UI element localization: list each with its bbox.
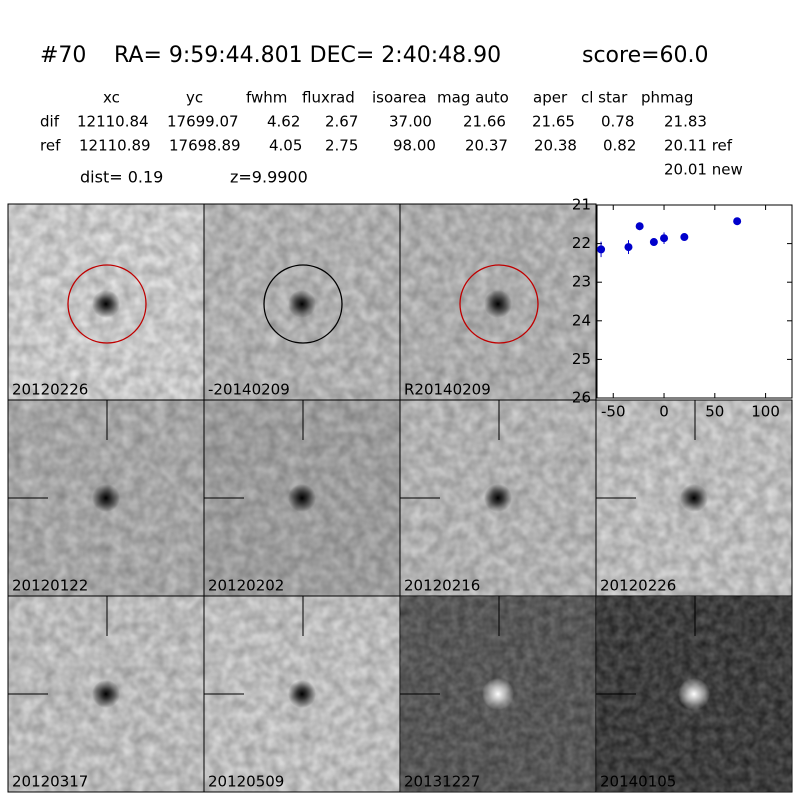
table-cell: 21.66: [463, 113, 506, 131]
source: [680, 484, 708, 512]
thumbnail-label: 20120226: [12, 381, 88, 399]
thumbnail-label: 20120122: [12, 577, 88, 595]
distance: dist= 0.19: [80, 168, 163, 187]
redshift: z=9.9900: [230, 168, 308, 187]
table-cell: 20.38: [534, 137, 577, 155]
row-label: ref: [40, 137, 61, 155]
source: [288, 680, 316, 708]
table-cell: 37.00: [389, 113, 432, 131]
thumbnail-grid: 20120226 -20140209 R20140209 20120122 201202…: [7, 203, 793, 793]
table-cell: 0.82: [603, 137, 636, 155]
table-cell: 4.05: [269, 137, 302, 155]
table-cell: 2.67: [325, 113, 358, 131]
column-header: mag auto: [437, 89, 509, 107]
table-cell: 20.37: [465, 137, 508, 155]
source: [484, 290, 512, 318]
column-header: fwhm: [246, 89, 287, 107]
data-point: [635, 222, 644, 231]
column-header: yc: [186, 89, 203, 107]
column-header: isoarea: [372, 89, 427, 107]
thumbnail-label: 20131227: [404, 773, 480, 791]
table-cell: 2.75: [325, 137, 358, 155]
x-tick-label: 50: [705, 403, 724, 421]
x-tick-label: 0: [659, 403, 669, 421]
table-cell: 98.00: [393, 137, 436, 155]
x-tick-label: 100: [751, 403, 780, 421]
data-point: [680, 233, 689, 242]
source: [92, 290, 120, 318]
source: [92, 680, 120, 708]
x-tick-label: -50: [601, 403, 626, 421]
source: [288, 484, 316, 512]
table-cell: 20.11 ref: [664, 137, 733, 155]
thumbnail-label: 20120216: [404, 577, 480, 595]
data-point: [624, 243, 633, 252]
lightcurve-plot: 21 22 23 24 25 26 -50 0 50 100: [572, 196, 793, 421]
y-tick-label: 21: [572, 196, 591, 214]
table-cell: 12110.84: [77, 113, 149, 131]
source: [484, 484, 512, 512]
table-cell: 21.83: [664, 113, 707, 131]
score: score=60.0: [582, 43, 709, 68]
thumbnail-label: 20140105: [600, 773, 676, 791]
table-cell: 21.65: [532, 113, 575, 131]
row-label: dif: [40, 113, 60, 131]
source: [678, 678, 710, 710]
table-cell: 17698.89: [169, 137, 241, 155]
coordinates: RA= 9:59:44.801 DEC= 2:40:48.90: [114, 43, 501, 68]
source: [288, 290, 316, 318]
column-header: cl star: [581, 89, 628, 107]
thumbnail-label: -20140209: [208, 381, 290, 399]
column-header: fluxrad: [302, 89, 355, 107]
source: [482, 678, 514, 710]
y-tick-label: 24: [572, 311, 591, 329]
table-cell: 12110.89: [79, 137, 151, 155]
aperture-circle: [263, 264, 343, 344]
table-cell: 17699.07: [167, 113, 239, 131]
aperture-circle: [459, 264, 539, 344]
aperture-circle: [67, 264, 147, 344]
column-header: aper: [533, 89, 568, 107]
table-cell: 0.78: [601, 113, 634, 131]
data-point: [597, 245, 606, 254]
thumbnail-label: R20140209: [404, 381, 491, 399]
y-tick-label: 23: [572, 273, 591, 291]
new-phmag: 20.01 new: [664, 161, 743, 179]
column-header: xc: [103, 89, 120, 107]
y-tick-label: 22: [572, 234, 591, 252]
candidate-id: #70: [40, 43, 86, 68]
plot-area: [596, 204, 793, 399]
table-cell: 4.62: [267, 113, 300, 131]
source: [92, 484, 120, 512]
data-point: [649, 238, 658, 247]
thumbnail-label: 20120509: [208, 773, 284, 791]
thumbnail-label: 20120226: [600, 577, 676, 595]
data-point: [733, 217, 742, 226]
y-tick-label: 26: [572, 389, 591, 407]
column-header: phmag: [641, 89, 693, 107]
y-tick-label: 25: [572, 350, 591, 368]
thumbnail-label: 20120202: [208, 577, 284, 595]
data-point: [660, 234, 669, 243]
thumbnail-label: 20120317: [12, 773, 88, 791]
